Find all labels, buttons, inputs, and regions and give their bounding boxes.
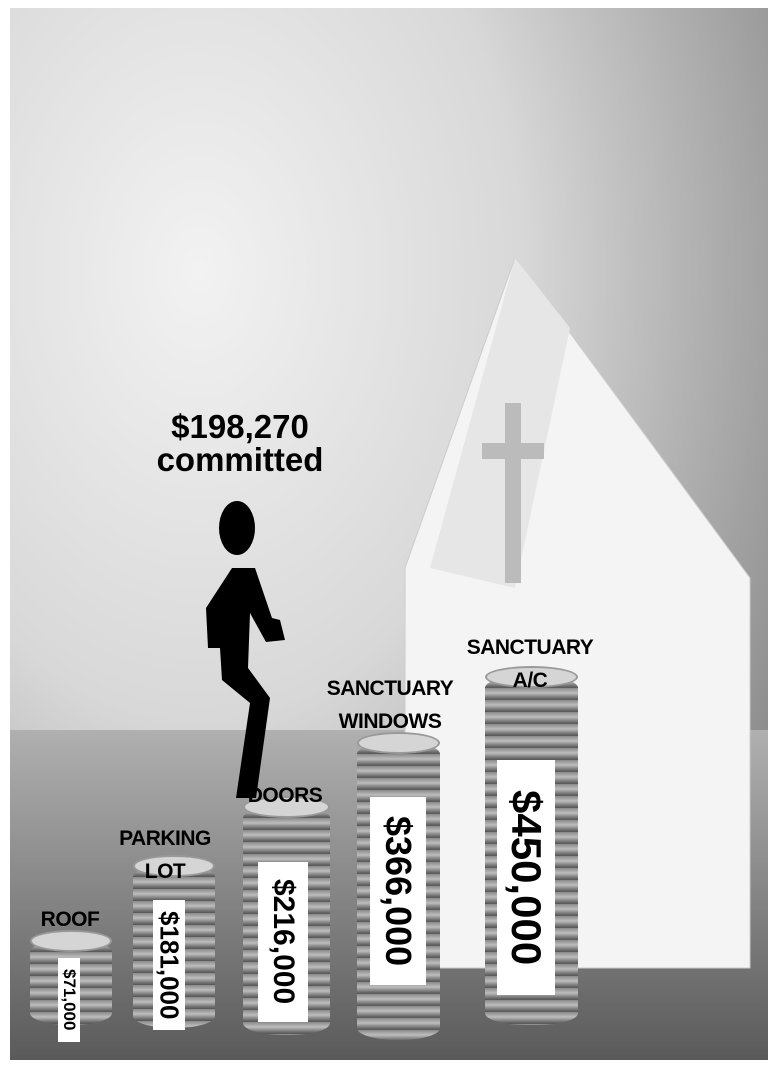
cross-horizontal <box>482 443 544 459</box>
amount-box: $450,000 <box>497 760 555 995</box>
amount-box: $71,000 <box>58 958 80 1042</box>
cross-vertical <box>505 403 521 583</box>
walking-person <box>206 501 285 798</box>
committed-label: committed <box>130 442 350 478</box>
goal-amount: $71,000 <box>59 969 79 1030</box>
amount-box: $366,000 <box>370 797 426 985</box>
goal-name: SANCTUARY A/C <box>450 631 610 697</box>
goal-name: DOORS <box>230 779 340 812</box>
goal-name: PARKING LOT <box>110 822 220 888</box>
amount-box: $181,000 <box>153 900 185 1030</box>
goal-name: ROOF <box>20 903 120 936</box>
goal-amount: $181,000 <box>154 911 185 1019</box>
goal-amount: $216,000 <box>266 879 300 1004</box>
goal-amount: $366,000 <box>377 816 419 966</box>
goal-amount: $450,000 <box>502 790 550 965</box>
infographic: $198,270 committed ROOF PARKING LOT DOOR… <box>0 0 775 1071</box>
page: $198,270 committed ROOF PARKING LOT DOOR… <box>0 0 775 1071</box>
amount-box: $216,000 <box>258 862 308 1022</box>
goal-name: SANCTUARY WINDOWS <box>310 672 470 738</box>
